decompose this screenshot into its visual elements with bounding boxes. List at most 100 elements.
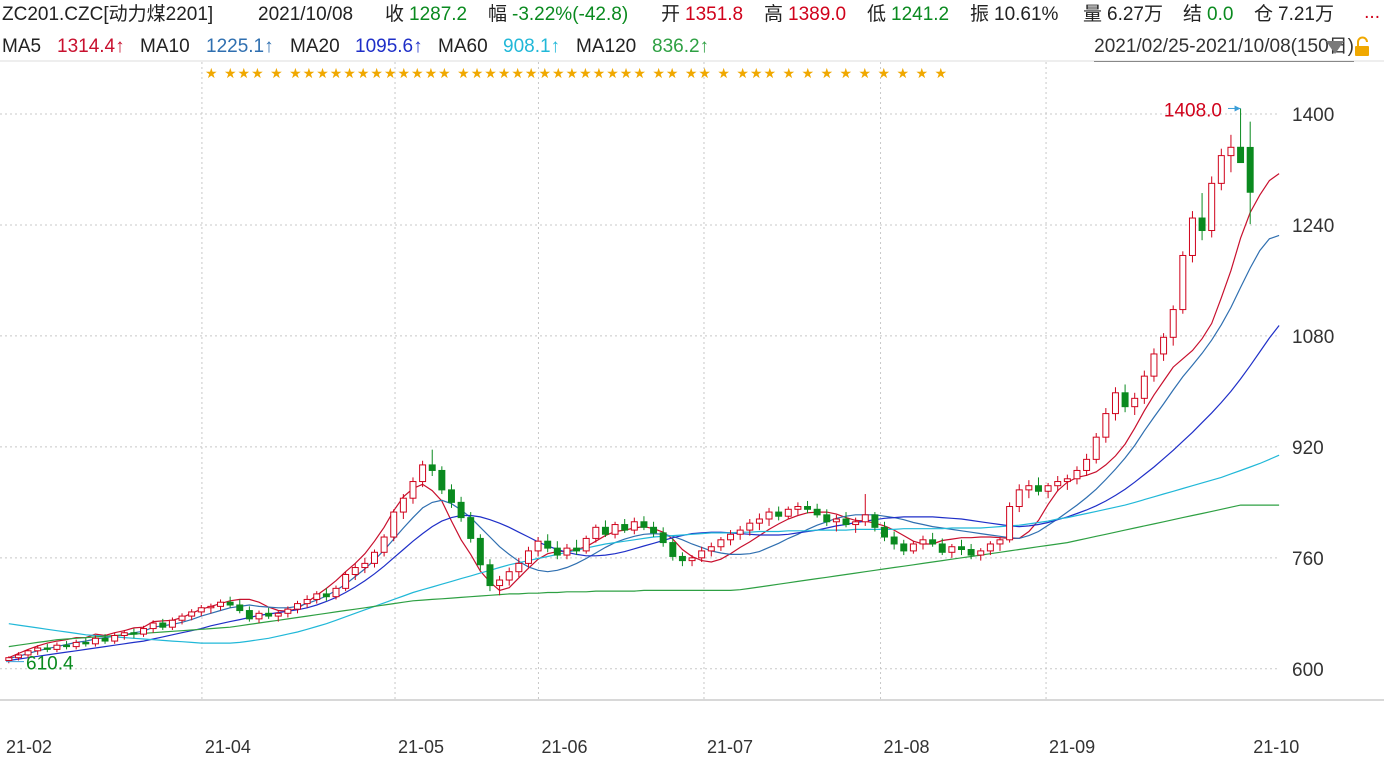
candle [322, 588, 330, 601]
x-tick-label: 21-06 [541, 737, 587, 757]
candle-body [967, 549, 975, 556]
low-label: 低 [867, 4, 887, 25]
candle [245, 606, 253, 622]
candle-body [342, 573, 350, 589]
candle-body [929, 539, 937, 545]
candle-body [274, 612, 282, 617]
candle-body [755, 518, 763, 524]
candle-body [188, 611, 196, 617]
candle-body [1092, 436, 1100, 460]
candle-body [1150, 353, 1158, 377]
candle-body [332, 587, 340, 598]
candle-body [775, 511, 783, 517]
candle-body [1034, 485, 1042, 492]
candle-body [149, 622, 157, 630]
candle [332, 585, 340, 600]
candle [881, 521, 888, 542]
candle [284, 606, 292, 618]
candle-body [871, 514, 879, 528]
candle-body [34, 647, 42, 652]
candle [698, 546, 706, 562]
candle-body [53, 644, 61, 650]
candle-body [736, 529, 744, 535]
candle-body [1102, 413, 1110, 438]
candlestick-series [5, 108, 1254, 664]
candle-body [813, 508, 821, 516]
candle [794, 502, 802, 515]
candle [236, 599, 244, 614]
candle-body [515, 562, 523, 573]
candle [1217, 148, 1225, 191]
y-tick-label: 920 [1292, 438, 1324, 459]
candle-body [371, 551, 378, 564]
high-label: 高 [764, 4, 784, 25]
candle-body [43, 647, 51, 650]
moving-average-lines [8, 173, 1280, 662]
candle-body [5, 657, 13, 661]
candle-body [852, 521, 860, 526]
candle-body [207, 605, 215, 609]
candle-body [1111, 392, 1119, 415]
ma20-label: MA20 [290, 36, 340, 57]
candle-body [351, 567, 359, 575]
y-tick-label: 600 [1292, 660, 1324, 681]
triangle-down-icon[interactable] [1326, 41, 1344, 54]
candle [909, 541, 917, 554]
candle [399, 494, 407, 520]
candle [813, 503, 821, 518]
max-pointer-arrow [1234, 105, 1241, 112]
candle [274, 610, 282, 622]
candle-body [72, 641, 80, 648]
more-menu[interactable]: ... [1364, 2, 1380, 23]
ma5-label: MA5 [2, 36, 42, 57]
candle [91, 635, 99, 647]
candle [505, 567, 513, 586]
lock-icon[interactable] [1355, 36, 1369, 57]
candle-body [1217, 155, 1225, 184]
candle-body [611, 524, 619, 535]
candle-body [101, 637, 109, 642]
candle-body [226, 601, 234, 606]
candle [1150, 348, 1158, 382]
candle [351, 563, 359, 581]
candle-body [630, 521, 638, 531]
candle [313, 591, 321, 604]
candle [43, 643, 51, 653]
candle [294, 600, 301, 614]
volume-label: 量 [1083, 4, 1103, 25]
candle-body [457, 501, 465, 519]
candle [996, 537, 1004, 551]
candle-body [294, 603, 301, 610]
candle [1208, 176, 1216, 238]
candle-body [505, 571, 513, 581]
candle-body [322, 593, 330, 598]
candle [255, 610, 263, 624]
candle-body [265, 612, 273, 617]
ma120-label: MA120 [576, 36, 637, 57]
candle [1025, 480, 1033, 499]
candle [1237, 108, 1245, 164]
close-label: 收 [385, 4, 405, 25]
candle [678, 552, 686, 567]
quote-date: 2021/10/08 [258, 4, 354, 25]
candle-body [765, 511, 773, 520]
candle [784, 506, 792, 520]
candle-body [390, 511, 398, 538]
candle [24, 649, 32, 658]
candle [342, 571, 350, 592]
candle [159, 618, 167, 630]
candle [63, 641, 71, 650]
chart-annotations: 1408.0 610.4 [6, 100, 1241, 675]
candle-body [1073, 469, 1081, 480]
candle [611, 521, 619, 539]
candle-body [1015, 489, 1023, 508]
candle [486, 559, 494, 592]
candle [1140, 370, 1148, 404]
candle [1044, 482, 1052, 499]
candle-body [881, 526, 888, 538]
candle-body [698, 550, 706, 559]
candle [197, 604, 205, 617]
candle [1083, 453, 1091, 477]
candle-body [409, 481, 417, 499]
candle [601, 520, 609, 538]
